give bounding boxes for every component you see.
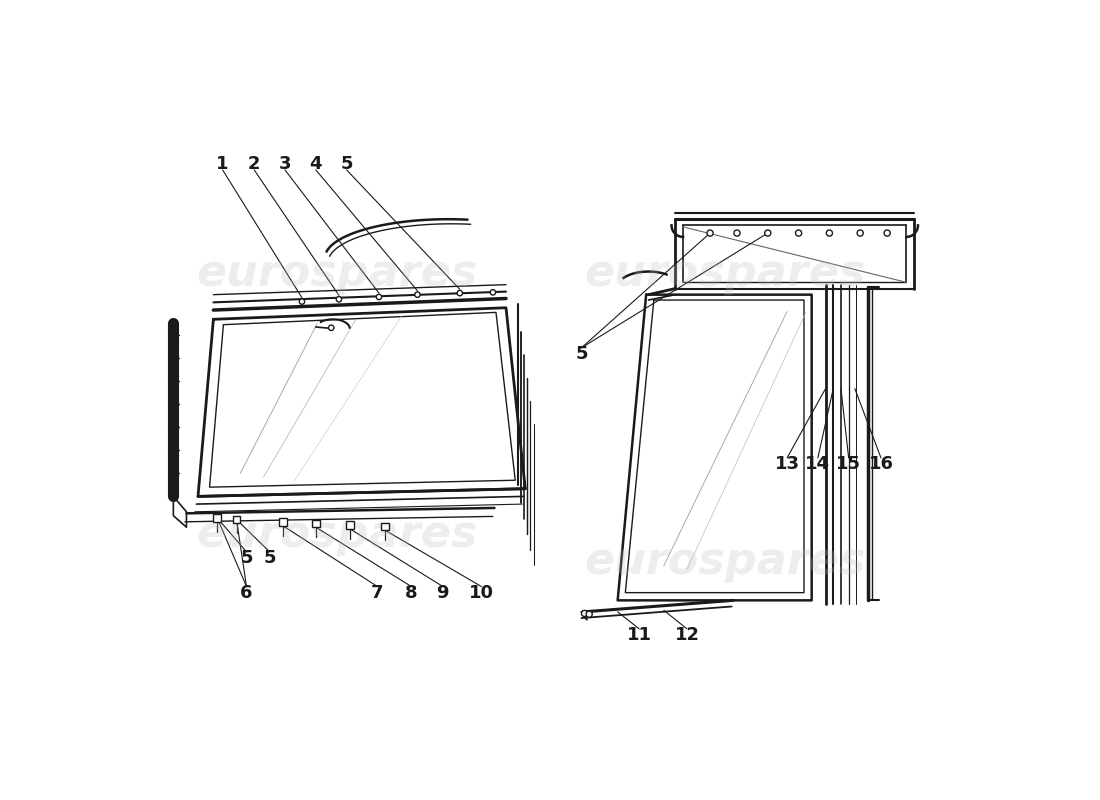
Bar [312,519,320,527]
Text: 3: 3 [278,154,292,173]
Circle shape [884,230,890,236]
Circle shape [329,325,334,330]
Text: 11: 11 [627,626,651,644]
Text: 9: 9 [437,584,449,602]
Circle shape [586,611,592,618]
Circle shape [376,294,382,300]
Text: 8: 8 [405,584,418,602]
Circle shape [857,230,864,236]
Text: 4: 4 [309,154,322,173]
Text: eurospares: eurospares [585,251,866,294]
Text: 5: 5 [340,154,353,173]
Circle shape [458,290,462,296]
Text: 13: 13 [774,455,800,473]
Circle shape [734,230,740,236]
Circle shape [337,297,342,302]
Text: 1: 1 [217,154,229,173]
Bar [382,522,389,530]
Text: eurospares: eurospares [585,540,866,583]
Circle shape [299,299,305,304]
Text: 14: 14 [805,455,830,473]
Text: 10: 10 [469,584,494,602]
Circle shape [491,290,496,295]
Text: eurospares: eurospares [196,514,477,557]
Circle shape [582,610,587,617]
Text: 2: 2 [248,154,261,173]
Circle shape [415,292,420,298]
Text: 16: 16 [869,455,893,473]
Text: 5: 5 [240,549,253,567]
Text: eurospares: eurospares [196,251,477,294]
Text: 6: 6 [240,584,253,602]
Bar [345,521,353,529]
Bar [233,516,240,523]
Circle shape [826,230,833,236]
Bar [279,518,286,526]
Circle shape [764,230,771,236]
Text: 5: 5 [263,549,276,567]
Text: 12: 12 [674,626,700,644]
Text: 7: 7 [371,584,384,602]
Text: 5: 5 [575,345,587,363]
Circle shape [707,230,713,236]
Text: 15: 15 [836,455,861,473]
Bar [213,514,221,522]
Circle shape [795,230,802,236]
